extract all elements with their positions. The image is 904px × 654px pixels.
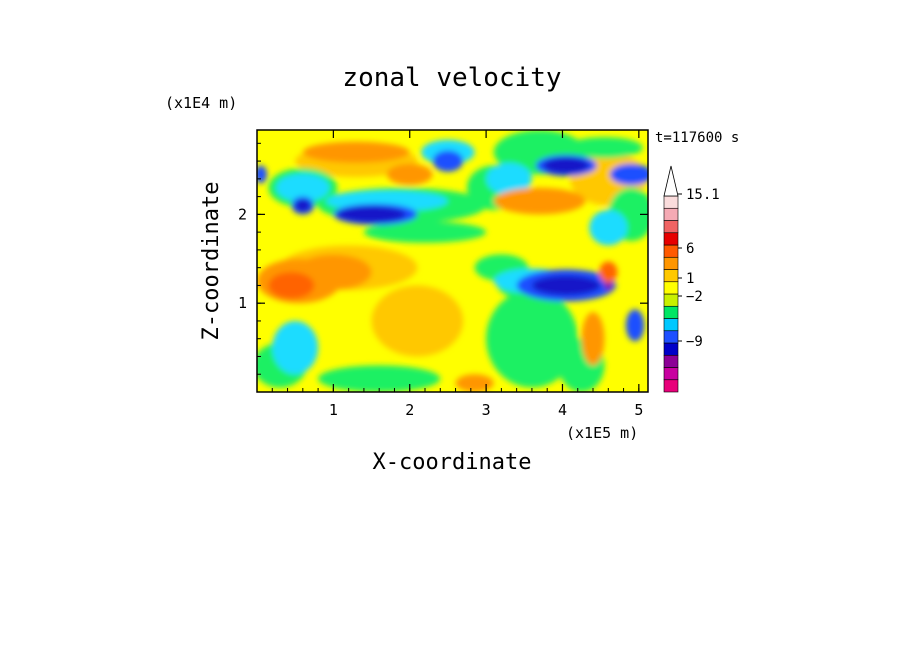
y-tick-label: 2 xyxy=(238,205,247,223)
x-tick-label: 3 xyxy=(482,401,491,419)
field-region xyxy=(272,320,319,375)
colorbar-swatch xyxy=(663,318,679,332)
colorbar-swatch xyxy=(663,354,679,368)
colorbar-swatch xyxy=(663,256,679,270)
x-tick-label: 2 xyxy=(405,401,414,419)
time-label: t=117600 s xyxy=(655,130,739,146)
colorbar-swatch xyxy=(663,207,679,221)
field-region xyxy=(295,254,372,290)
x-axis-title: X-coordinate xyxy=(373,450,532,475)
field-region xyxy=(386,163,433,186)
field-region xyxy=(268,272,315,299)
x-tick-label: 1 xyxy=(329,401,338,419)
field-region xyxy=(589,209,628,246)
colorbar-swatch xyxy=(663,244,679,258)
colorbar: 15.1 6 1 −2 −9 xyxy=(663,165,720,393)
field-region xyxy=(581,312,605,366)
colorbar-swatch xyxy=(663,305,679,319)
plot-frame xyxy=(256,129,649,393)
y-unit-label: (x1E4 m) xyxy=(165,94,237,112)
colorbar-label: 6 xyxy=(686,241,694,257)
x-tick-label: 5 xyxy=(634,401,643,419)
colorbar-swatch xyxy=(663,367,679,381)
y-tick-label: 1 xyxy=(238,294,247,312)
field-region xyxy=(493,187,586,215)
field-region xyxy=(486,162,532,195)
colorbar-swatch xyxy=(663,342,679,356)
colorbar-swatch xyxy=(663,281,679,295)
heatmap-field xyxy=(257,130,648,392)
field-region xyxy=(599,261,618,283)
field-region xyxy=(609,163,648,186)
field-region xyxy=(531,275,601,296)
field-contours xyxy=(257,130,648,392)
colorbar-swatch xyxy=(663,269,679,283)
field-region xyxy=(566,137,643,159)
colorbar-swatch xyxy=(663,293,679,307)
colorbar-swatch xyxy=(663,379,679,393)
field-region xyxy=(432,150,464,172)
field-region xyxy=(486,289,578,388)
x-axis: 1 2 3 4 5 xyxy=(271,130,643,419)
field-region xyxy=(276,173,330,202)
field-region xyxy=(455,374,494,392)
colorbar-label: −2 xyxy=(686,289,703,305)
colorbar-swatch xyxy=(663,232,679,246)
colorbar-swatch xyxy=(663,220,679,234)
field-region xyxy=(625,309,645,342)
colorbar-swatch xyxy=(663,330,679,344)
y-axis: 12 xyxy=(238,142,648,375)
colorbar-label: 1 xyxy=(686,271,694,287)
colorbar-label: −9 xyxy=(686,334,703,350)
field-region xyxy=(302,141,410,163)
field-region xyxy=(363,221,487,243)
x-tick-label: 4 xyxy=(558,401,567,419)
field-region xyxy=(337,206,406,223)
y-axis-title: Z-coordinate xyxy=(199,182,224,341)
field-region xyxy=(604,280,613,290)
field-region xyxy=(543,157,590,174)
colorbar-label: 15.1 xyxy=(686,187,720,203)
colorbar-swatch xyxy=(663,195,679,209)
x-unit-label: (x1E5 m) xyxy=(566,424,638,442)
field-region xyxy=(371,285,464,357)
chart-title: zonal velocity xyxy=(342,63,561,93)
field-region xyxy=(295,199,311,212)
colorbar-extend-arrow xyxy=(663,165,679,197)
